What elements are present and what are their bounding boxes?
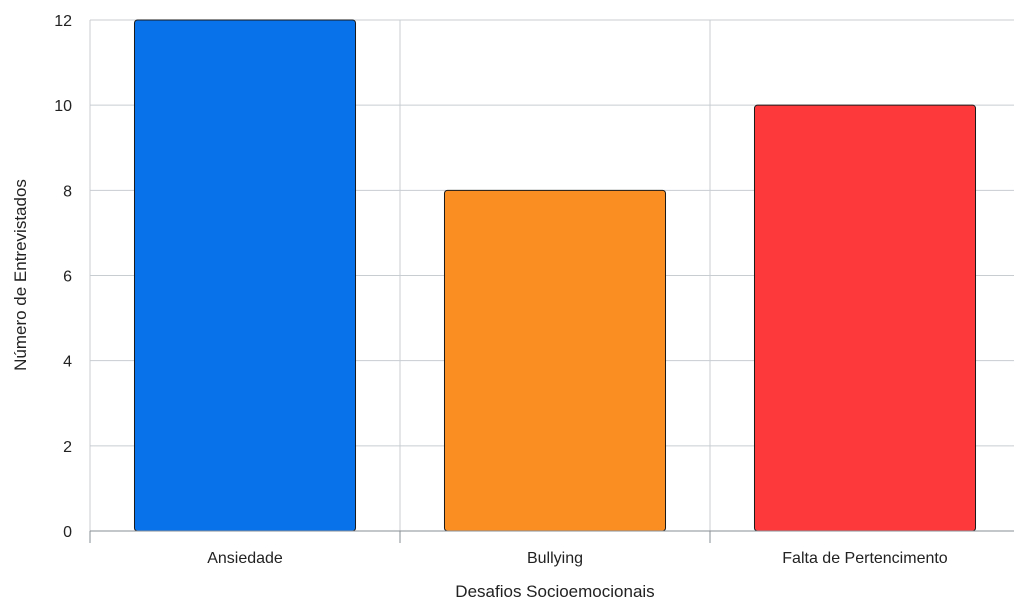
y-tick-label: 12 <box>54 13 72 30</box>
x-tick-labels: Ansiedade Bullying Falta de Pertencimento <box>207 550 948 567</box>
y-tick-label: 6 <box>63 269 72 286</box>
y-tick-label: 8 <box>63 183 72 200</box>
y-tick-label: 4 <box>63 354 72 371</box>
bar <box>753 104 977 532</box>
bar <box>133 19 357 532</box>
axes <box>89 530 1014 543</box>
bar <box>443 189 667 532</box>
x-tick-label: Ansiedade <box>207 550 283 567</box>
x-axis-title: Desafios Socioemocionais <box>455 582 654 601</box>
y-tick-label: 10 <box>54 98 72 115</box>
y-tick-labels: 0 2 4 6 8 10 12 <box>54 13 72 541</box>
y-axis-title: Número de Entrevistados <box>11 179 30 371</box>
y-tick-label: 0 <box>63 524 72 541</box>
bars <box>133 19 977 532</box>
y-tick-label: 2 <box>63 439 72 456</box>
x-tick-label: Bullying <box>527 550 583 567</box>
x-tick-label: Falta de Pertencimento <box>782 550 948 567</box>
